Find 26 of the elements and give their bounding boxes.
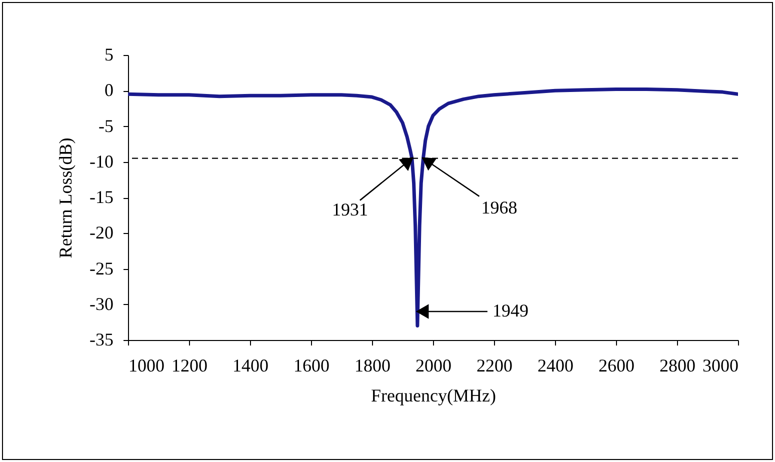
line-series <box>128 87 738 328</box>
y-tick-label: -20 <box>90 222 114 243</box>
y-tick-label: -5 <box>98 116 114 136</box>
y-tick-label: -10 <box>90 151 114 172</box>
annotation: 1949 <box>492 300 528 320</box>
x-tick-label: 2400 <box>538 356 574 376</box>
y-tick-label: 5 <box>104 44 114 64</box>
x-tick-label: 2200 <box>476 356 512 376</box>
x-tick-label: 1400 <box>232 356 268 376</box>
y-tick-label: -30 <box>90 294 114 314</box>
x-axis-title: Frequency(MHz) <box>371 386 496 406</box>
y-tick-label: -15 <box>90 187 114 207</box>
x-tick-label: 1200 <box>172 356 208 376</box>
x-tick-label: 1000 <box>128 356 164 376</box>
x-tick-label: 2000 <box>416 356 452 376</box>
x-tick-label: 2800 <box>660 356 696 376</box>
y-tick-label: 0 <box>104 80 114 100</box>
y-tick-label: -35 <box>90 330 114 350</box>
y-tick-label: -25 <box>90 258 114 278</box>
y-axis-title: Return Loss(dB) <box>56 138 76 258</box>
annotation: 1968 <box>481 197 518 218</box>
x-tick-label: 1600 <box>294 356 330 376</box>
x-tick-label: 1800 <box>354 356 390 376</box>
x-tick-label: 3000 <box>702 356 738 376</box>
x-tick-label: 2600 <box>598 356 634 376</box>
annotation: 1931 <box>332 199 368 220</box>
